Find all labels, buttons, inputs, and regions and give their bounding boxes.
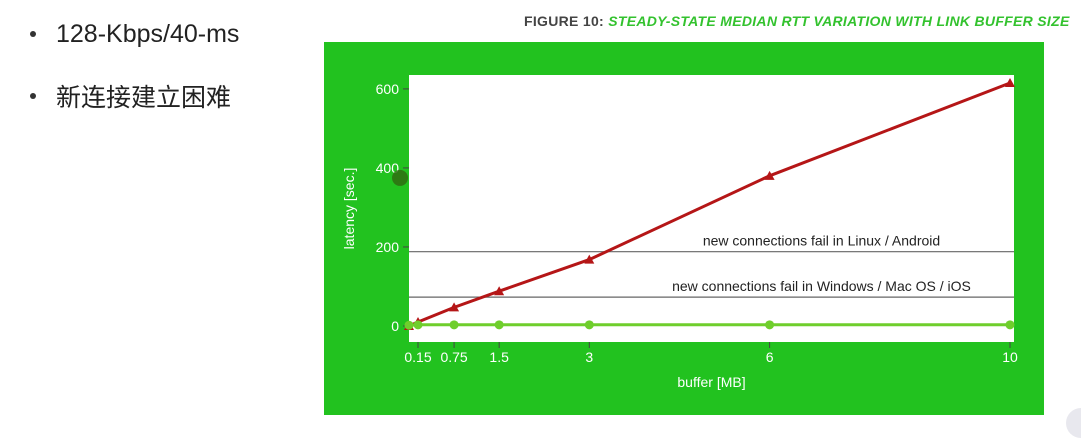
reference-line-label: new connections fail in Windows / Mac OS… [672,278,971,294]
bullet-item: 新连接建立困难 [22,76,239,116]
x-tick-label: 3 [585,349,593,365]
x-tick-label: 0.15 [404,349,431,365]
bullet-dot [30,93,36,99]
x-tick-label: 6 [766,349,774,365]
y-tick-label: 600 [376,81,400,97]
cursor-marker [392,170,408,186]
y-axis-label: latency [sec.] [341,168,357,250]
y-tick-label: 200 [376,239,400,255]
bullet-text: 新连接建立困难 [56,78,231,114]
figure-prefix: FIGURE 10: [524,13,604,29]
x-tick-label: 1.5 [489,349,509,365]
green-series-point [765,320,774,329]
x-tick-label: 0.75 [440,349,467,365]
x-tick-label: 10 [1002,349,1018,365]
figure-title: FIGURE 10: STEADY-STATE MEDIAN RTT VARIA… [524,13,1070,29]
green-series-point [405,321,414,330]
bullet-text: 128-Kbps/40-ms [56,20,239,49]
green-series-point [414,320,423,329]
green-series-point [450,320,459,329]
figure-title-text: STEADY-STATE MEDIAN RTT VARIATION WITH L… [608,13,1069,29]
reference-line-label: new connections fail in Linux / Android [703,233,940,249]
y-tick-label: 0 [391,318,399,334]
corner-decoration [1066,408,1081,438]
green-series-point [585,320,594,329]
green-series-point [1006,320,1015,329]
bullet-list: 128-Kbps/40-ms 新连接建立困难 [22,14,239,138]
green-series-point [495,320,504,329]
x-axis-label: buffer [MB] [677,374,745,390]
bullet-item: 128-Kbps/40-ms [22,14,239,54]
bullet-dot [30,31,36,37]
